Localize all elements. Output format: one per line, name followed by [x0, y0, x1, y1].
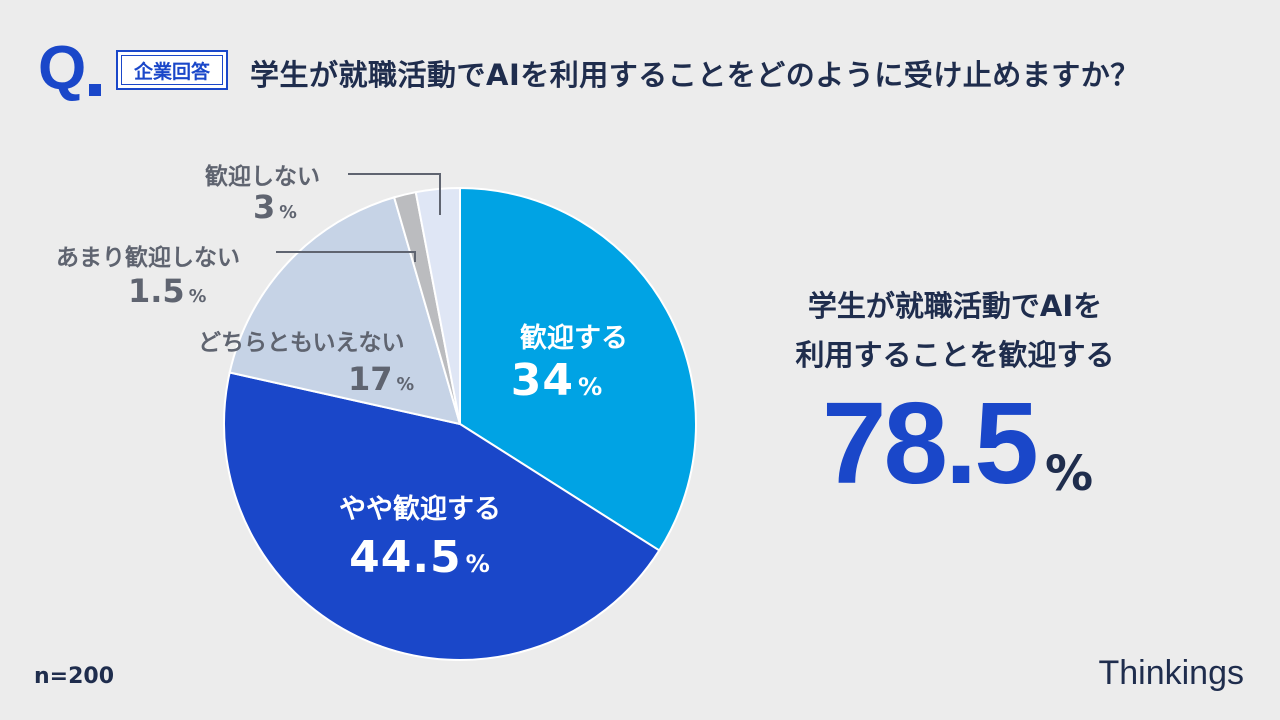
slice-label-not-welcome: 歓迎しない: [205, 164, 320, 190]
pie-slice-somewhat-welcome: [223, 371, 661, 661]
summary-line-1: 学生が就職活動でAIを: [807, 289, 1103, 323]
slice-label-welcome: 歓迎する: [520, 323, 628, 354]
slice-value-welcome: 34%: [510, 355, 604, 406]
leader-line-not-welcome: [348, 173, 441, 215]
pie-slice-not-welcome: [414, 186, 461, 425]
summary-unit: %: [1045, 446, 1094, 502]
slice-value-neutral: 17%: [348, 360, 415, 398]
slice-value-somewhat-welcome: 44.5%: [349, 532, 491, 583]
corporate-answer-badge: 企業回答: [116, 50, 228, 90]
leader-line-not-very-welcome: [276, 251, 416, 262]
question-title: 学生が就職活動でAIを利用することをどのように受け止めますか？: [250, 58, 1140, 92]
slice-value-not-very-welcome: 1.5%: [128, 272, 207, 310]
slice-label-not-very-welcome: あまり歓迎しない: [56, 245, 240, 271]
pie-slice-welcome: [459, 186, 697, 552]
slice-label-somewhat-welcome: やや歓迎する: [339, 494, 501, 525]
badge-label: 企業回答: [121, 55, 223, 85]
summary-line-2: 利用することを歓迎する: [795, 338, 1115, 372]
brand-logo: Thinkings: [1098, 654, 1244, 692]
sample-size: n=200: [34, 664, 115, 689]
question-mark: Q: [38, 34, 86, 103]
slice-label-neutral: どちらともいえない: [198, 330, 405, 356]
summary-value: 78.5: [822, 378, 1039, 508]
slice-value-not-welcome: 3%: [253, 188, 297, 226]
question-dot: [89, 84, 101, 96]
pie-slice-neutral: [228, 196, 462, 426]
